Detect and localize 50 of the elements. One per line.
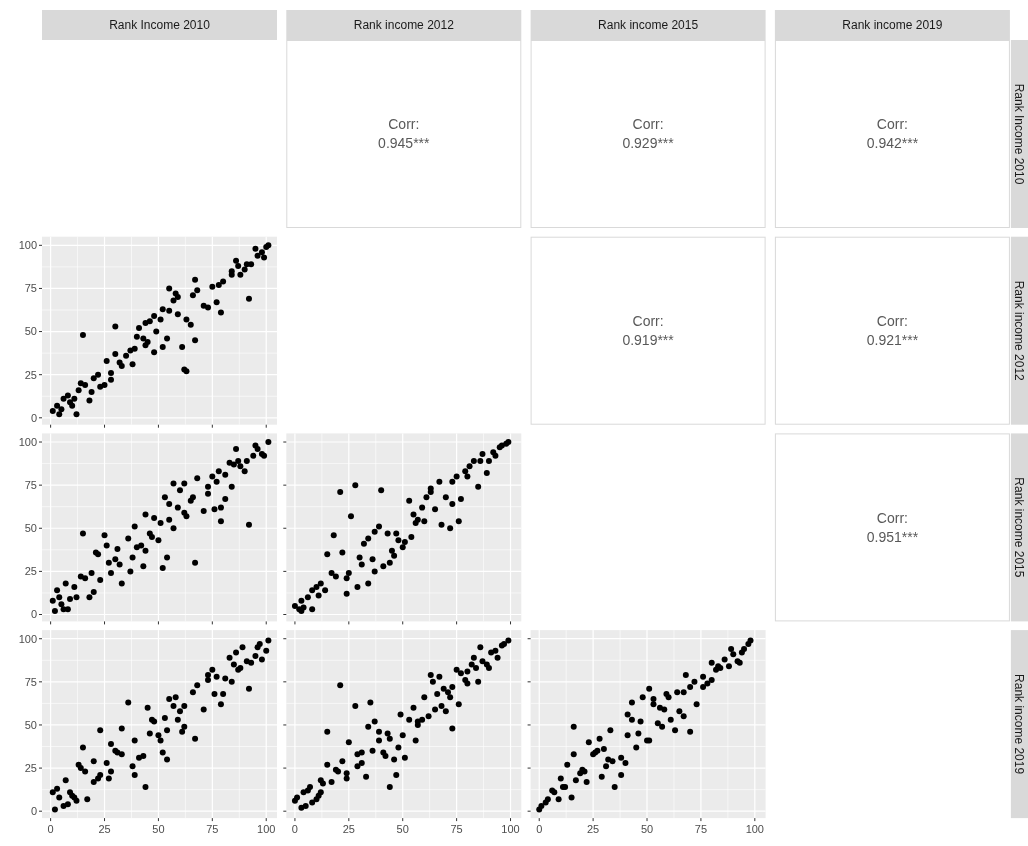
y-tick-label: 75	[24, 675, 37, 688]
y-tick-label: 25	[24, 368, 37, 381]
y-tick-label: 50	[24, 325, 37, 338]
x-tick-label: 75	[694, 823, 708, 836]
y-tick-label: 25	[24, 761, 37, 774]
y-tick-label: 100	[18, 632, 37, 645]
x-tick-label: 100	[501, 823, 520, 836]
y-tick-label: 0	[30, 805, 37, 818]
x-tick-label: 100	[745, 823, 764, 836]
category-label: Rank income 2015	[598, 18, 699, 33]
category-label: Rank income 2012	[353, 18, 455, 33]
text: Corr:	[632, 313, 664, 330]
y-tick-label: 50	[24, 522, 37, 535]
text: 0.942***	[866, 135, 919, 152]
category-label: Rank income 2019	[1012, 674, 1027, 775]
text: 0.921***	[866, 332, 919, 349]
y-tick-label: 0	[30, 411, 37, 424]
y-tick-label: 25	[24, 565, 37, 578]
category-label: Rank Income 2010	[1012, 83, 1027, 185]
text: 0.945***	[378, 135, 431, 152]
category-label: Rank income 2012	[1012, 280, 1027, 381]
text: Corr:	[876, 313, 908, 330]
text: Corr:	[632, 116, 664, 133]
y-tick-label: 0	[30, 608, 37, 621]
x-tick-label: 25	[98, 823, 111, 836]
x-tick-label: 0	[47, 823, 54, 836]
x-tick-label: 75	[206, 823, 219, 836]
x-tick-label: 50	[396, 823, 409, 836]
x-tick-label: 50	[640, 823, 654, 836]
text: 0.951***	[866, 528, 919, 545]
y-tick-label: 75	[24, 282, 37, 295]
x-tick-label: 50	[152, 823, 165, 836]
y-tick-label: 75	[24, 478, 37, 491]
category-label: Rank Income 2010	[109, 18, 211, 33]
text: Corr:	[876, 116, 908, 133]
category-label: Rank income 2015	[1012, 477, 1027, 578]
text: 0.929***	[622, 135, 675, 152]
x-tick-label: 100	[257, 823, 276, 836]
text: 0.919***	[622, 332, 675, 349]
text: Corr:	[388, 116, 420, 133]
x-tick-label: 25	[342, 823, 355, 836]
x-tick-label: 0	[536, 823, 543, 836]
y-tick-label: 50	[24, 718, 37, 731]
x-tick-label: 0	[291, 823, 298, 836]
x-tick-label: 75	[450, 823, 463, 836]
category-label: Rank income 2019	[842, 18, 943, 33]
x-tick-label: 25	[587, 823, 600, 836]
y-tick-label: 100	[18, 239, 37, 252]
text: Corr:	[876, 509, 908, 526]
y-tick-label: 100	[18, 435, 37, 448]
